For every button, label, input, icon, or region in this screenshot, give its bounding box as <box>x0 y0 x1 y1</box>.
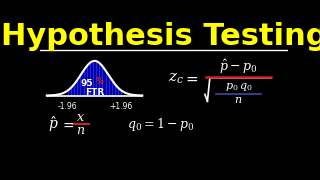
Text: $q_0 = 1 - p_0$: $q_0 = 1 - p_0$ <box>127 116 194 133</box>
Text: %: % <box>96 77 103 86</box>
Text: $\hat{p}$: $\hat{p}$ <box>48 114 59 134</box>
Text: 95: 95 <box>81 80 93 88</box>
Text: Hypothesis Testing: Hypothesis Testing <box>1 22 320 51</box>
Text: $p_0\,q_0$: $p_0\,q_0$ <box>225 81 252 93</box>
Text: $x$: $x$ <box>76 111 84 124</box>
Text: $\hat{p} - p_0$: $\hat{p} - p_0$ <box>219 58 258 76</box>
Text: $z_c$: $z_c$ <box>168 71 184 86</box>
Text: $=$: $=$ <box>60 117 75 131</box>
Text: -1.96: -1.96 <box>58 102 78 111</box>
Text: $n$: $n$ <box>234 95 243 105</box>
Text: $n$: $n$ <box>76 124 85 137</box>
Text: FTR: FTR <box>85 87 104 96</box>
Text: +1.96: +1.96 <box>110 102 133 111</box>
Text: $=$: $=$ <box>183 71 199 86</box>
